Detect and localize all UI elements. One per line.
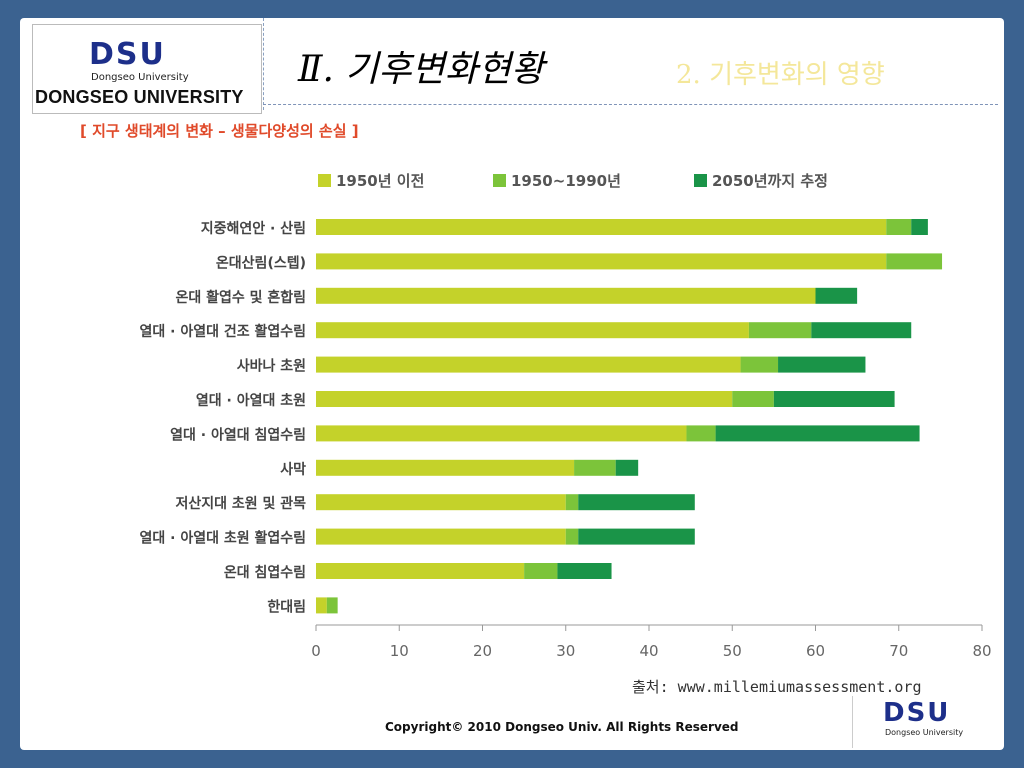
category-label: 열대 · 아열대 건조 활엽수림 <box>140 323 307 340</box>
bar-segment <box>316 391 733 407</box>
slide: DSU Dongseo University DONGSEO UNIVERSIT… <box>20 18 1004 750</box>
page-subtitle: 2. 기후변화의 영향 <box>676 60 885 90</box>
copyright: Copyright© 2010 Dongseo Univ. All Rights… <box>385 720 739 734</box>
bar-segment <box>815 287 858 304</box>
x-tick-label: 10 <box>390 642 409 660</box>
bar-segment <box>316 219 887 235</box>
bar-segment <box>316 459 575 476</box>
category-label: 한대림 <box>267 599 306 615</box>
category-label: 열대 · 아열대 초원 활엽수림 <box>140 530 307 547</box>
bar-segment <box>911 219 928 235</box>
bar-segment <box>615 459 639 476</box>
logo-subtitle: Dongseo University <box>91 72 189 83</box>
bar-segment <box>316 356 741 373</box>
bar-segment <box>316 597 327 614</box>
bar-segment <box>773 391 895 407</box>
bar-segment <box>811 322 912 339</box>
x-tick-label: 0 <box>311 642 321 660</box>
bar-segment <box>316 253 887 270</box>
bar-segment <box>557 563 612 579</box>
legend-label: 1950~1990년 <box>511 172 621 190</box>
bar-segment <box>740 356 779 373</box>
category-label: 저산지대 초원 및 관목 <box>175 495 306 512</box>
x-tick-label: 30 <box>556 642 575 660</box>
page-title: Ⅱ. 기후변화현황 <box>298 49 545 90</box>
bar-segment <box>524 563 558 579</box>
category-label: 온대산림(스텝) <box>216 254 306 271</box>
x-tick-label: 50 <box>723 642 742 660</box>
header-divider-horizontal <box>263 104 998 105</box>
x-tick-label: 70 <box>889 642 908 660</box>
header-divider-vertical <box>263 18 264 110</box>
bar-segment <box>748 322 812 339</box>
footer-logo-subtitle: Dongseo University <box>885 728 964 737</box>
legend-label: 1950년 이전 <box>336 172 424 190</box>
category-label: 온대 침엽수림 <box>224 565 306 581</box>
footer-logo-mark: DSU <box>883 698 951 728</box>
category-label: 열대 · 아열대 초원 <box>196 392 306 409</box>
logo-name: DONGSEO UNIVERSITY <box>35 87 244 107</box>
bar-segment <box>732 391 774 407</box>
bar-segment <box>565 494 579 511</box>
x-tick-label: 40 <box>639 642 658 660</box>
legend-swatch <box>493 174 506 187</box>
source-note: 출처: www.millemiumassessment.org <box>632 678 922 696</box>
bar-segment <box>316 494 566 511</box>
section-label: [ 지구 생태계의 변화 – 생물다양성의 손실 ] <box>80 122 359 140</box>
footer-logo: DSU Dongseo University <box>852 696 989 748</box>
x-tick-label: 20 <box>473 642 492 660</box>
category-label: 사바나 초원 <box>237 359 306 375</box>
logo-mark: DSU <box>89 37 166 72</box>
category-label: 열대 · 아열대 침엽수림 <box>170 426 306 443</box>
bar-segment <box>686 425 716 442</box>
bar-segment <box>316 287 816 304</box>
legend-label: 2050년까지 추정 <box>712 172 828 190</box>
bar-segment <box>578 528 695 545</box>
bar-segment <box>578 494 695 511</box>
legend-swatch <box>318 174 331 187</box>
bar-segment <box>316 425 687 442</box>
bar-segment <box>886 253 943 270</box>
category-label: 온대 활엽수 및 혼합림 <box>175 289 306 306</box>
bar-segment <box>316 322 749 339</box>
bar-segment <box>715 425 920 442</box>
university-logo: DSU Dongseo University DONGSEO UNIVERSIT… <box>32 24 262 114</box>
category-label: 사막 <box>280 461 306 478</box>
legend-swatch <box>694 174 707 187</box>
bar-segment <box>316 528 566 545</box>
bar-segment <box>778 356 866 373</box>
bar-segment <box>565 528 579 545</box>
bar-segment <box>316 563 525 579</box>
x-tick-label: 80 <box>972 642 991 660</box>
bar-segment <box>326 597 338 614</box>
bar-segment <box>574 459 616 476</box>
category-label: 지중해연안 · 산림 <box>201 220 306 237</box>
bar-segment <box>886 219 912 235</box>
x-tick-label: 60 <box>806 642 825 660</box>
